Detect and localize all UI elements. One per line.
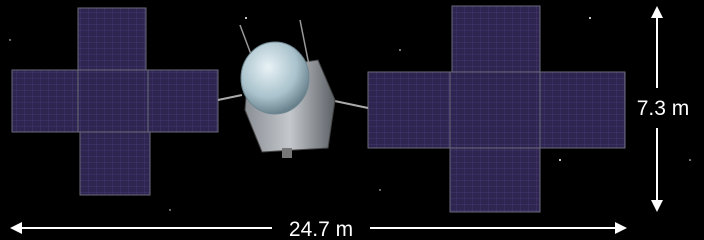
width-label: 24.7 m <box>289 218 353 240</box>
left-solar-array <box>12 8 218 195</box>
scene: 7.3 m 24.7 m <box>0 0 704 240</box>
height-label: 7.3 m <box>637 97 690 120</box>
